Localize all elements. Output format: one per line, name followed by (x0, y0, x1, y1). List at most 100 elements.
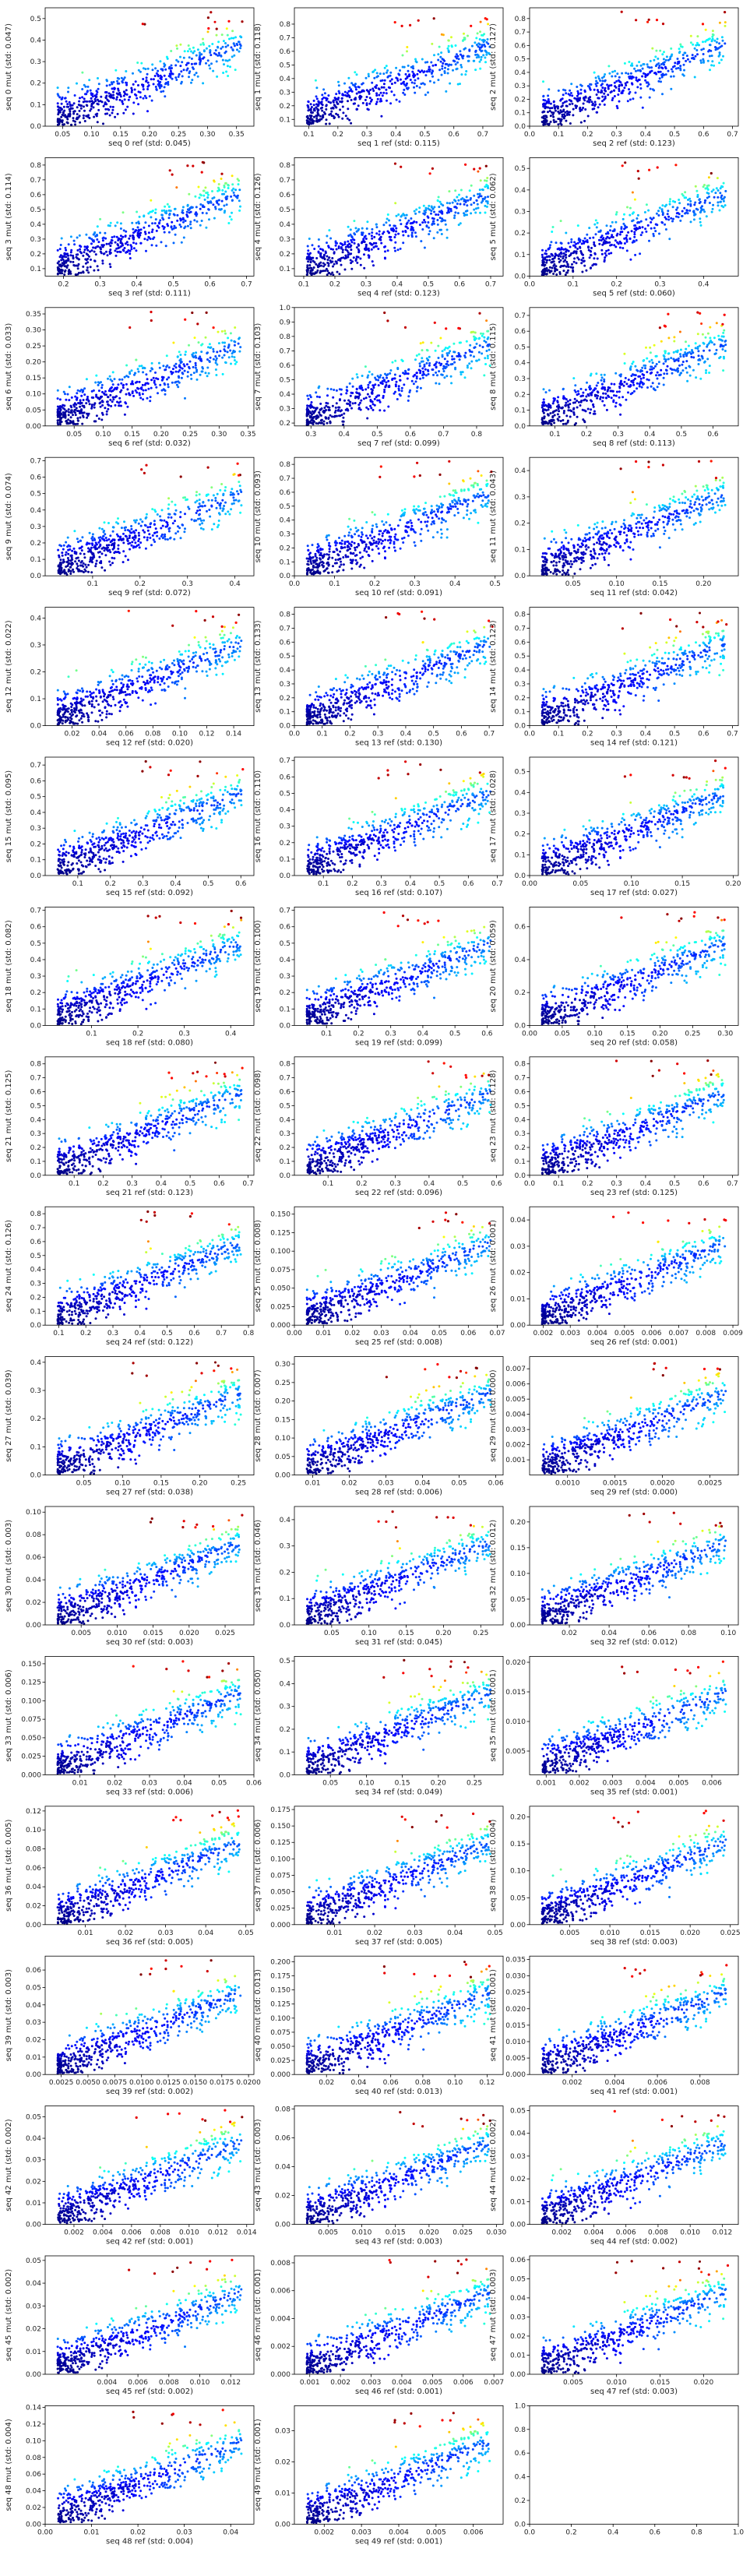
scatter-point (650, 227, 653, 230)
scatter-point (667, 352, 670, 355)
scatter-point (603, 380, 606, 383)
scatter-point (384, 245, 387, 248)
scatter-point (478, 189, 481, 192)
scatter-point (150, 78, 153, 81)
scatter-point (544, 269, 548, 272)
scatter-point (230, 195, 233, 198)
scatter-point (565, 92, 568, 95)
scatter-point (109, 266, 112, 269)
x-tick-label: 0.1 (298, 280, 309, 288)
scatter-point (185, 351, 187, 354)
scatter-point (130, 245, 133, 248)
scatter-point (610, 84, 613, 86)
x-tick-label: 0.25 (171, 131, 186, 139)
scatter-point (564, 248, 567, 251)
scatter-point (342, 416, 345, 419)
scatter-point (368, 395, 371, 398)
scatter-point (119, 241, 122, 245)
scatter-point (127, 98, 130, 101)
scatter-point (484, 185, 487, 189)
scatter-point (658, 206, 661, 210)
scatter-point (189, 220, 192, 224)
scatter-point (116, 79, 119, 83)
scatter-point (342, 423, 345, 426)
scatter-point (389, 372, 392, 375)
scatter-point (383, 409, 386, 412)
scatter-point (94, 253, 97, 256)
scatter-point (564, 259, 567, 262)
scatter-point (224, 361, 227, 365)
scatter-point (623, 352, 626, 355)
scatter-point (654, 365, 657, 368)
scatter-point (119, 234, 122, 238)
scatter-point (114, 254, 118, 257)
scatter-point (72, 254, 75, 257)
scatter-point (371, 237, 374, 240)
scatter-point (309, 103, 312, 106)
scatter-point (350, 248, 353, 252)
scatter-point (88, 403, 91, 406)
scatter-point (172, 341, 175, 344)
scatter-point (60, 259, 63, 262)
scatter-point (542, 80, 544, 83)
scatter-point (73, 94, 76, 97)
scatter-point (718, 51, 721, 55)
scatter-outlier (393, 21, 396, 24)
scatter-point (100, 386, 104, 389)
scatter-point (192, 365, 195, 368)
scatter-point (151, 69, 154, 72)
scatter-point (477, 206, 480, 210)
scatter-point (415, 389, 418, 393)
scatter-point (139, 91, 142, 94)
scatter-point (181, 61, 184, 64)
scatter-point (322, 88, 326, 91)
scatter-point (681, 73, 685, 76)
scatter-point (340, 263, 343, 266)
scatter-point (72, 112, 76, 115)
scatter-point (207, 208, 210, 211)
scatter-point (327, 263, 330, 265)
y-tick-label: 0.2 (30, 80, 41, 88)
scatter-point (371, 403, 375, 406)
scatter-outlier (227, 19, 231, 23)
scatter-point (457, 351, 460, 354)
scatter-point (79, 97, 81, 100)
scatter-point (449, 375, 452, 378)
scatter-point (480, 58, 483, 62)
scatter-point (424, 220, 427, 224)
scatter-point (108, 95, 111, 97)
scatter-point (634, 374, 637, 377)
scatter-point (704, 28, 707, 31)
scatter-point (217, 46, 220, 49)
scatter-point (352, 83, 354, 86)
scatter-point (205, 62, 207, 65)
scatter-point (414, 358, 417, 361)
scatter-point (123, 90, 126, 93)
scatter-point (604, 79, 607, 83)
scatter-point (617, 93, 620, 96)
chart-panel-1: 0.1 0.2 0.3 0.4 0.5 0.6 0.70.10.20.30.40.50.60… (254, 7, 504, 148)
scatter-point (175, 186, 178, 189)
scatter-point (678, 330, 681, 333)
scatter-point (357, 86, 360, 88)
scatter-point (484, 179, 486, 182)
x-tick-label: 0.3 (654, 280, 665, 288)
scatter-point (709, 69, 711, 72)
scatter-point (674, 62, 677, 65)
scatter-point (111, 87, 114, 90)
scatter-point (93, 259, 96, 263)
scatter-point (130, 86, 133, 90)
scatter-point (412, 229, 415, 232)
scatter-point (325, 107, 328, 111)
scatter-point (187, 44, 190, 47)
scatter-point (628, 88, 630, 91)
scatter-point (178, 364, 181, 367)
scatter-point (374, 69, 377, 72)
scatter-point (179, 361, 182, 365)
scatter-point (56, 411, 59, 414)
scatter-point (162, 218, 165, 221)
scatter-point (600, 387, 604, 390)
x-tick-label: 0.4 (698, 280, 710, 288)
scatter-point (129, 257, 132, 259)
scatter-point (69, 411, 72, 414)
